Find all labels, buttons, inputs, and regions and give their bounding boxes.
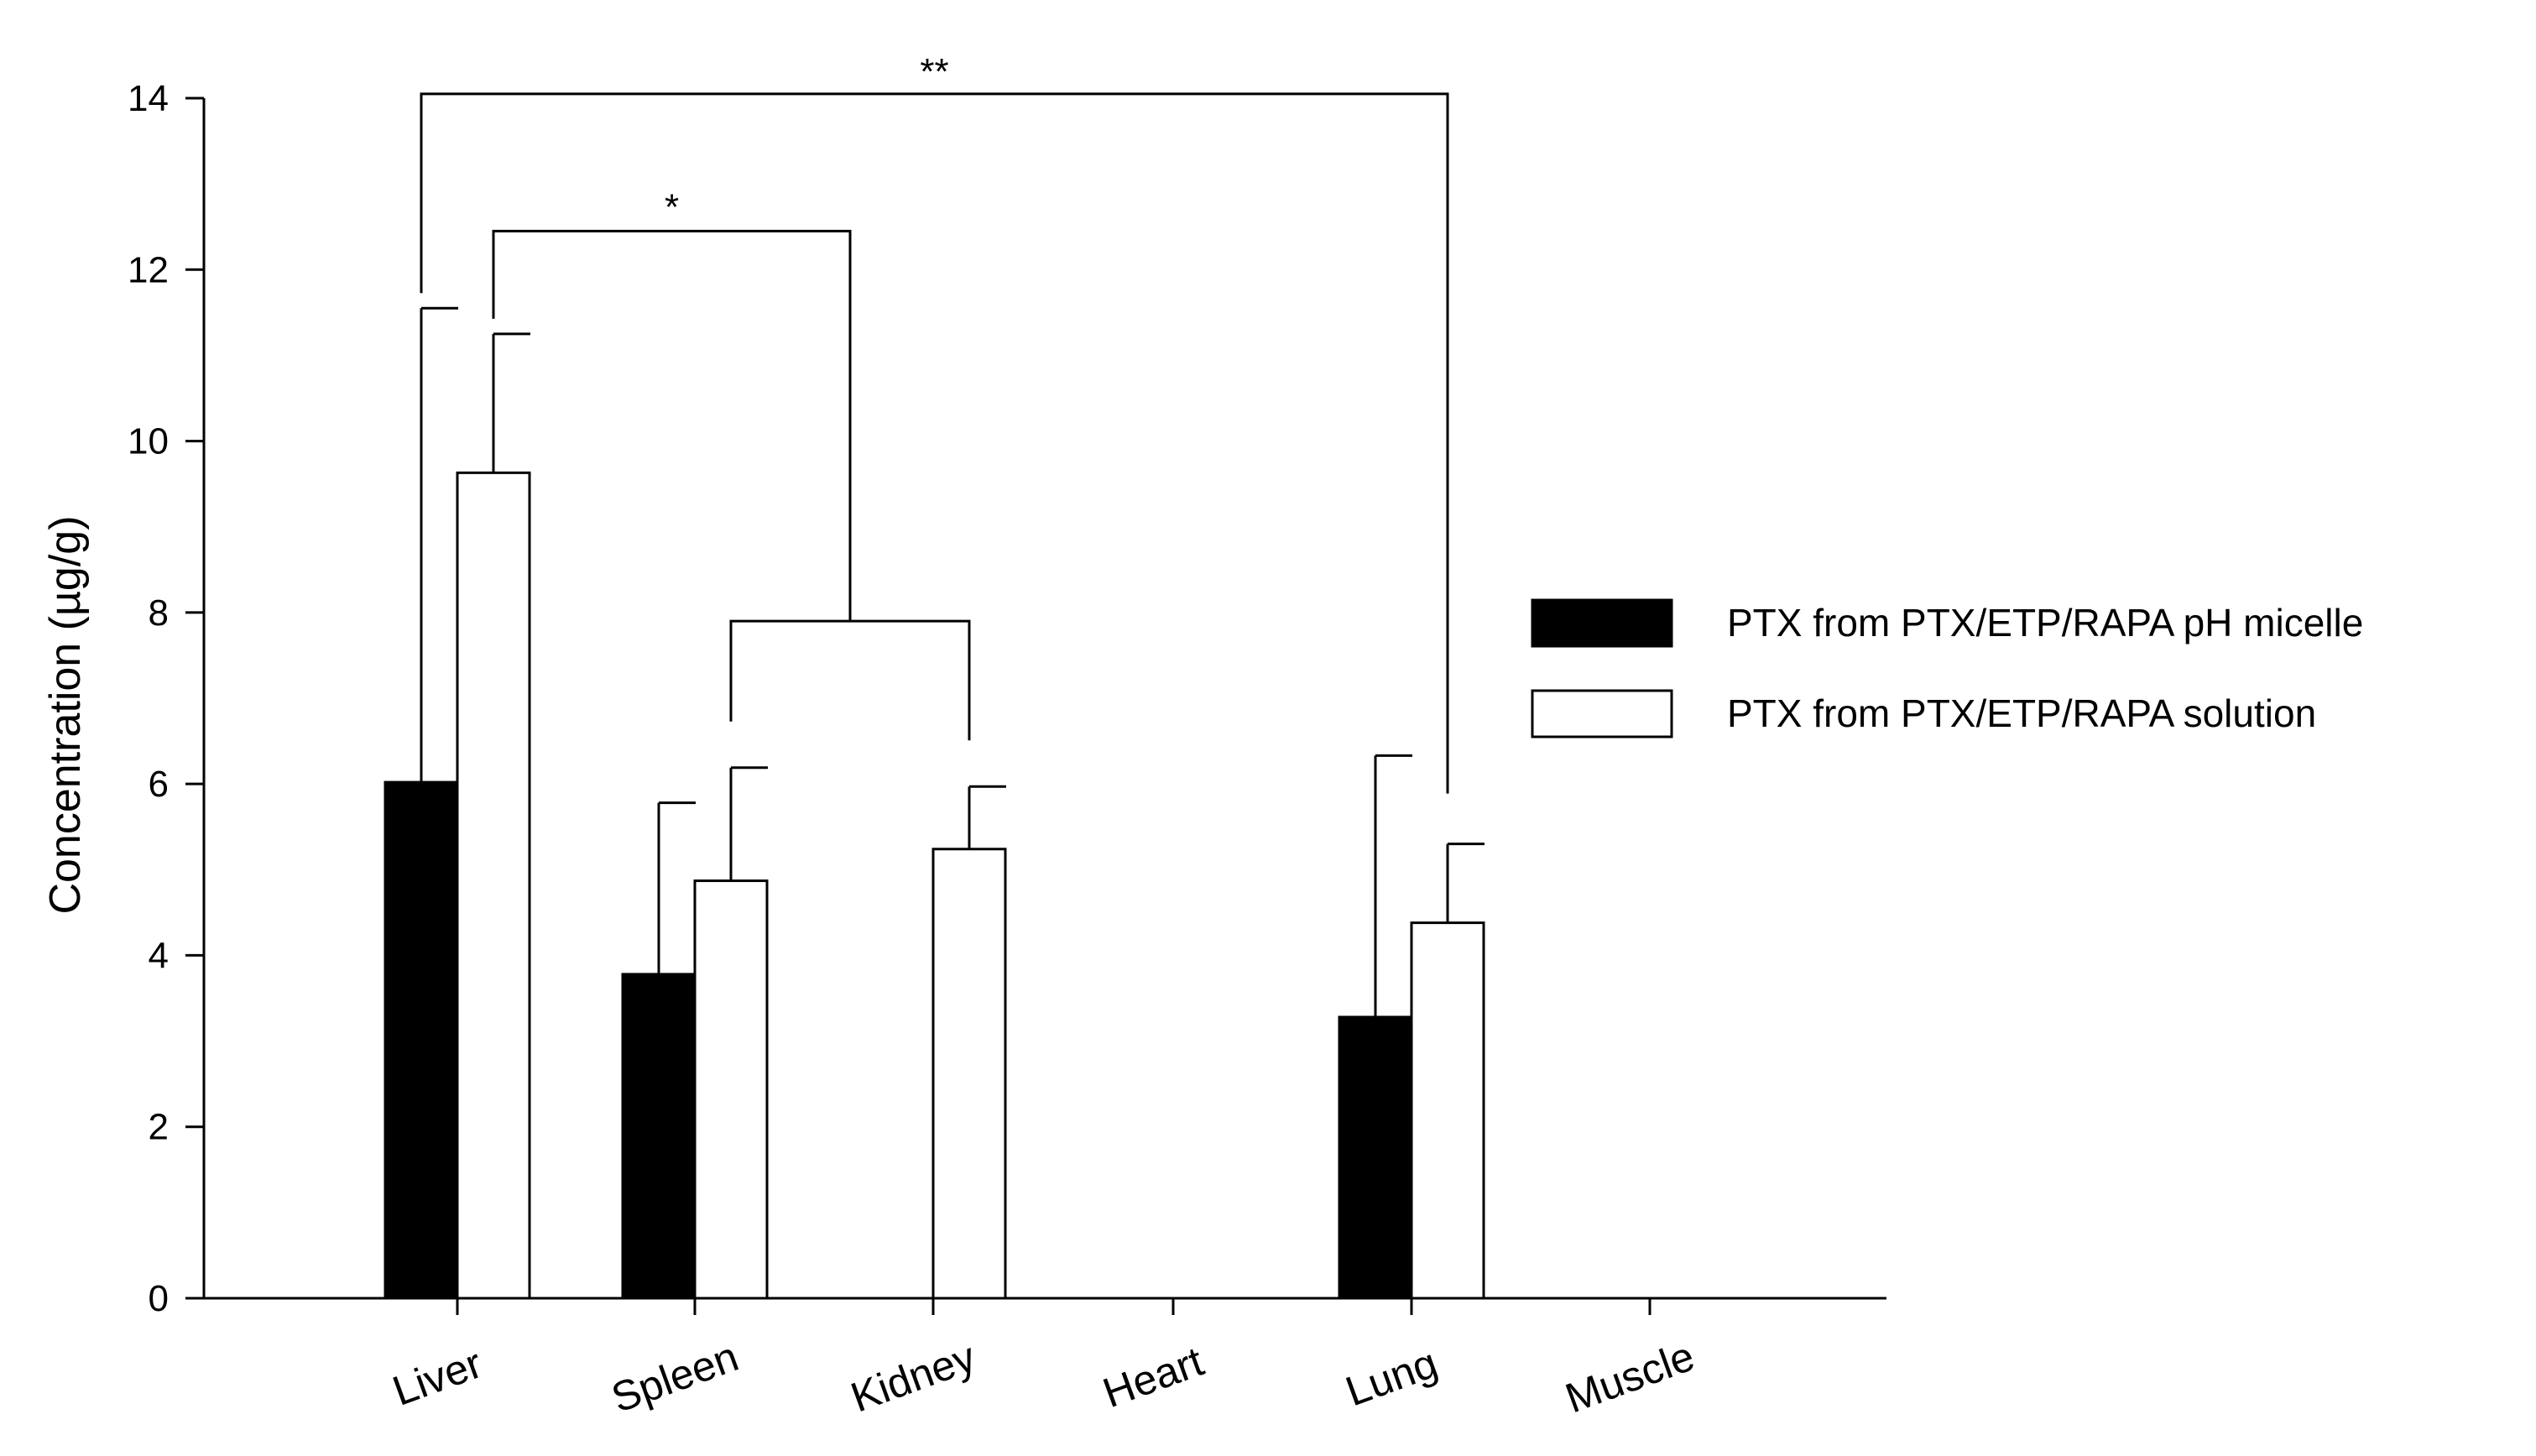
bar — [1410, 921, 1485, 1300]
legend-swatch — [1531, 689, 1673, 738]
bar — [1338, 1015, 1413, 1300]
significance-label: ** — [920, 51, 948, 92]
x-tick-label: Lung — [1339, 1339, 1443, 1416]
bracket-liver-group — [492, 229, 852, 622]
y-tick-label: 12 — [128, 249, 169, 290]
bar — [693, 879, 769, 1300]
y-axis-label: Concentration (µg/g) — [41, 515, 90, 914]
significance-brackets: *** — [420, 51, 1449, 794]
bracket-liver-lung — [420, 92, 1449, 794]
x-tick-label: Kidney — [845, 1333, 982, 1422]
x-tick-label: Liver — [387, 1339, 488, 1415]
significance-label: * — [665, 186, 679, 227]
y-tick-label: 8 — [149, 592, 169, 634]
bar — [384, 780, 459, 1300]
y-tick-label: 4 — [149, 935, 169, 976]
bar — [621, 973, 697, 1300]
bars — [384, 471, 1485, 1300]
y-tick-label: 6 — [149, 764, 169, 805]
x-tick-label: Heart — [1097, 1338, 1209, 1417]
legend-swatch — [1531, 598, 1673, 648]
y-tick-label: 0 — [149, 1278, 169, 1319]
y-tick-label: 2 — [149, 1107, 169, 1148]
bar — [931, 848, 1007, 1300]
legend: PTX from PTX/ETP/RAPA pH micelle PTX from… — [1531, 598, 2363, 738]
bracket-spleen-kidney — [729, 619, 971, 741]
legend-label: PTX from PTX/ETP/RAPA pH micelle — [1727, 601, 2363, 645]
x-tick-label: Spleen — [605, 1333, 744, 1422]
error-bars — [420, 306, 1485, 1017]
y-tick-label: 14 — [128, 78, 169, 119]
x-tick-label: Muscle — [1559, 1333, 1700, 1422]
legend-label: PTX from PTX/ETP/RAPA solution — [1727, 691, 2316, 735]
bar — [456, 471, 531, 1300]
y-tick-label: 10 — [128, 421, 169, 462]
